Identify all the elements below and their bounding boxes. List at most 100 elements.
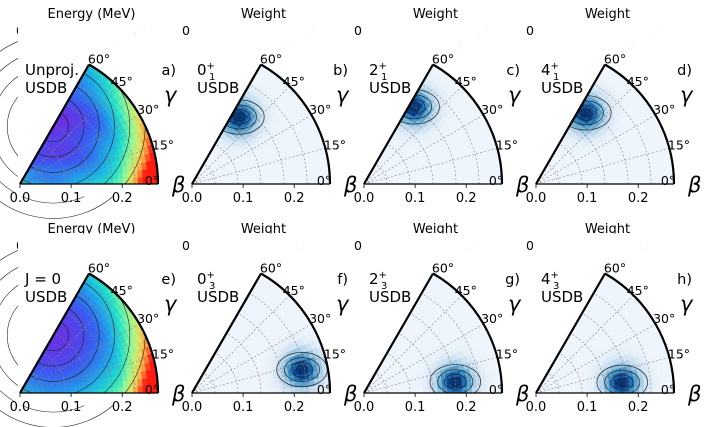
state-label: 2+ 1 [369, 61, 387, 83]
field-cell [304, 169, 311, 178]
field-cell [466, 171, 473, 179]
field-cell [476, 169, 483, 178]
field-cell [117, 380, 124, 388]
beta-tick-label: 0.1 [577, 191, 598, 206]
grid-ray [19, 147, 154, 185]
gamma-tick-label: 15° [496, 347, 518, 362]
gamma-tick-label: 0° [661, 382, 675, 397]
field-cell [476, 378, 483, 387]
field-cell [93, 179, 100, 185]
field-cell [304, 176, 311, 185]
beta-tick-label: 0.1 [405, 400, 426, 415]
gamma-tick-label: 0° [489, 382, 503, 397]
field-cell [294, 171, 301, 179]
frame-arc [88, 63, 160, 185]
panel-label: b) [333, 63, 348, 79]
field-cell [639, 177, 645, 185]
field-cell [137, 176, 144, 185]
gamma-tick-label: 15° [324, 347, 346, 362]
gamma-tick-label: 0° [317, 173, 331, 188]
field-cell [456, 381, 463, 388]
colorbar-title: Energy (MeV) [48, 7, 136, 22]
beta-axis: 0.0 0.1 0.2 β [354, 173, 530, 206]
field-cell [270, 178, 277, 185]
mask-lower [187, 393, 365, 406]
panel-h: Weight0.00.10.20.00.10.2β0°15°30°45°60°γ… [526, 222, 706, 415]
beta-tick-label: 0.0 [354, 400, 375, 415]
gamma-tick-label: 60° [88, 260, 110, 275]
sector-frame [191, 63, 332, 185]
field-cell [452, 387, 458, 394]
gamma-tick-label: 45° [455, 74, 477, 89]
model-label: USDB [541, 79, 583, 97]
model-label: USDB [369, 79, 411, 97]
gamma-axis-label: γ [508, 292, 522, 316]
panel-b: Weight 0.0 0.1 0.20.0 0.1 0.2 β0° 15° 30° 45°60° γ… [182, 7, 365, 206]
mask-lower [359, 393, 537, 406]
colorbar-title: Weight [241, 7, 286, 22]
field-cell [456, 172, 463, 179]
mask-outer [433, 24, 532, 184]
field-cell [462, 177, 468, 185]
beta-tick-label: 0.2 [628, 400, 649, 415]
grid-arc [203, 163, 216, 185]
field-cell [648, 176, 655, 185]
gamma-tick-label: 60° [432, 51, 454, 66]
beta-tick-label: 0.1 [61, 400, 82, 415]
field-cell [618, 382, 625, 389]
field-cell [619, 178, 626, 185]
panel-label: g) [505, 272, 520, 288]
panel-label: f) [337, 272, 348, 288]
panel-label: a) [161, 63, 176, 79]
field-cell [290, 386, 296, 394]
beta-tick-label: 0.2 [456, 400, 477, 415]
gamma-tick-label: 45° [111, 283, 133, 298]
gamma-tick-label: 30° [481, 102, 503, 117]
field-cell [614, 178, 621, 185]
gamma-axis-label: γ [164, 292, 178, 316]
gamma-axis-label: γ [336, 83, 350, 107]
beta-tick-label: 0.0 [526, 191, 547, 206]
gamma-axis-label: γ [680, 292, 694, 316]
field-cell [113, 386, 119, 394]
grid-arc [249, 84, 308, 185]
beta-tick-label: 0.2 [628, 191, 649, 206]
grid-arc [375, 163, 388, 185]
field-cell [285, 177, 291, 185]
beta-axis: 0.0 0.1 0.2 β [182, 173, 358, 206]
gamma-tick-label: 0° [317, 382, 331, 397]
field-cell [481, 385, 488, 394]
model-label: USDB [25, 79, 67, 97]
gamma-tick-label: 60° [260, 260, 282, 275]
model-label: USDB [25, 288, 67, 306]
grid-arc [409, 104, 457, 185]
gamma-tick-label: 30° [137, 311, 159, 326]
beta-axis-label: β [687, 173, 701, 197]
field-cell [280, 387, 286, 394]
gamma-tick-label: 60° [432, 260, 454, 275]
field-cell [461, 171, 468, 179]
mask-lower [187, 184, 365, 197]
field-cell [609, 179, 616, 185]
beta-tick-label: 0.0 [182, 400, 203, 415]
beta-tick-label: 0.1 [61, 191, 82, 206]
field-cell [122, 380, 129, 388]
field-cell [643, 177, 650, 185]
gamma-tick-label: 45° [627, 283, 649, 298]
gamma-axis-label: γ [680, 83, 694, 107]
gamma-tick-label: 30° [653, 311, 675, 326]
field-cell [132, 385, 139, 394]
gamma-tick-label: 30° [309, 102, 331, 117]
gamma-tick-label: 15° [152, 138, 174, 153]
field-cell [648, 385, 655, 394]
beta-axis: 0.0 0.1 0.2 β [10, 173, 186, 206]
grid-ray [363, 147, 498, 185]
field-cell [638, 171, 645, 179]
field-cell [122, 171, 129, 179]
field-cell [107, 381, 114, 389]
gamma-tick-label: 30° [653, 102, 675, 117]
field-cell [466, 380, 473, 388]
sector-frame [363, 63, 504, 185]
field-cell [648, 169, 655, 178]
